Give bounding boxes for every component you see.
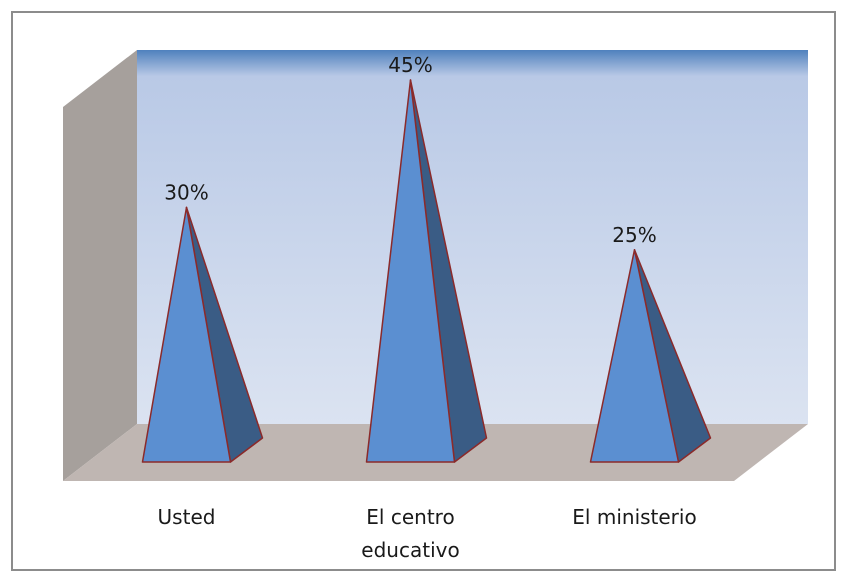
- category-label: educativo: [361, 538, 459, 562]
- data-label: 30%: [164, 180, 208, 204]
- chart-marks: [141, 79, 712, 463]
- chart-labels: 30% Usted 45% El centro educativo 25% El minis…: [158, 53, 697, 562]
- data-label: 25%: [612, 223, 656, 247]
- category-label: El centro: [366, 505, 454, 529]
- category-label: Usted: [158, 505, 216, 529]
- data-label: 45%: [388, 53, 432, 77]
- back-wall: [137, 50, 808, 424]
- pyramid-bar: [141, 206, 232, 463]
- pyramid-bar: [589, 249, 680, 463]
- side-wall: [63, 50, 137, 481]
- category-label: El ministerio: [572, 505, 696, 529]
- pyramid-bar: [365, 79, 456, 463]
